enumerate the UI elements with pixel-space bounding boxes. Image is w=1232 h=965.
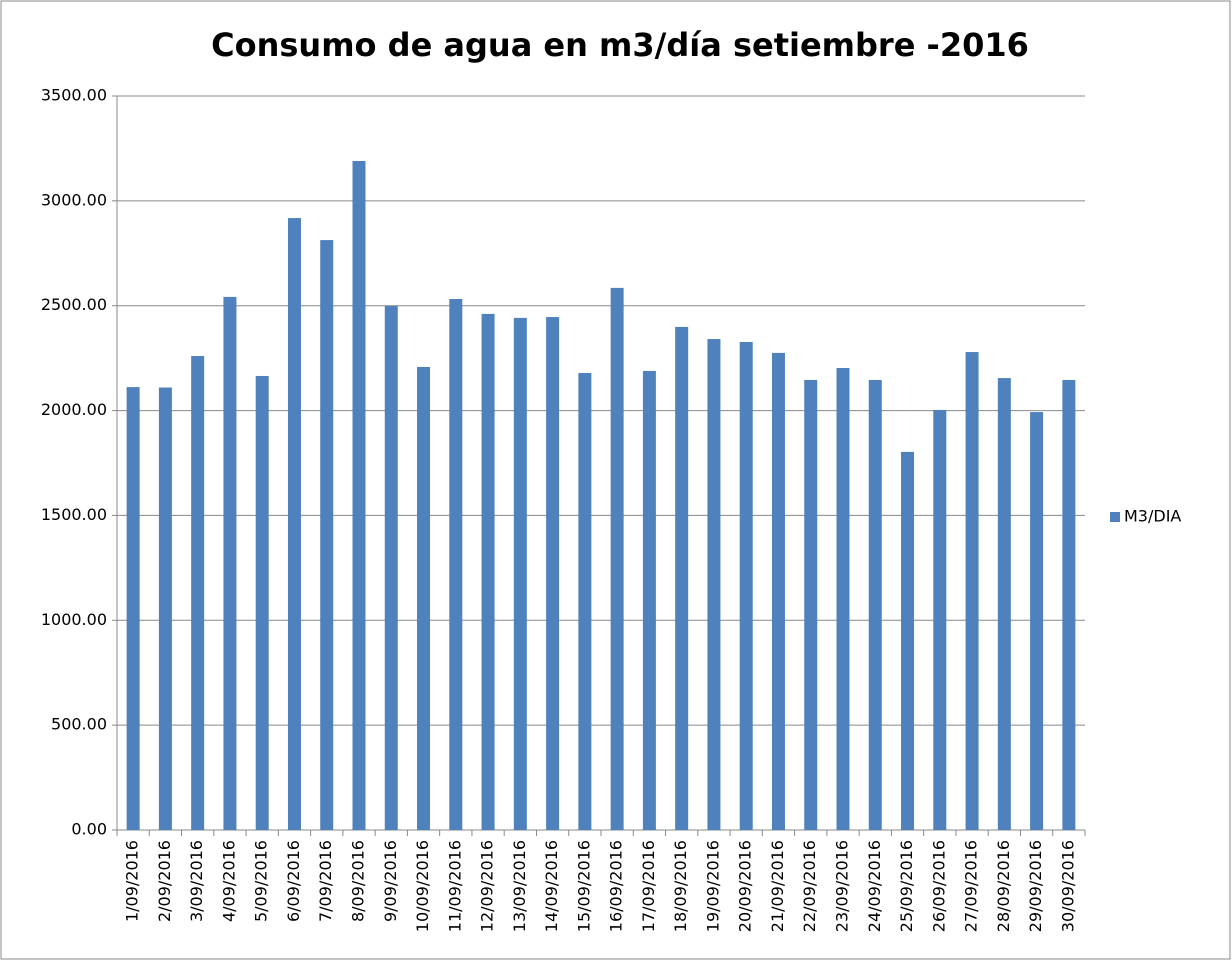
x-tick-label: 26/09/2016 bbox=[929, 840, 948, 932]
bar bbox=[804, 379, 818, 830]
bar bbox=[901, 451, 915, 830]
bar bbox=[513, 317, 527, 831]
bar bbox=[546, 317, 560, 831]
y-tick-label: 1000.00 bbox=[41, 610, 107, 629]
x-tick-label: 6/09/2016 bbox=[284, 840, 303, 922]
legend-label: M3/DIA bbox=[1124, 507, 1181, 526]
x-tick-label: 23/09/2016 bbox=[833, 840, 852, 932]
legend-swatch bbox=[1110, 512, 1120, 522]
bar bbox=[739, 341, 753, 830]
bar bbox=[191, 356, 205, 830]
bar bbox=[642, 370, 656, 830]
y-tick-label: 500.00 bbox=[51, 715, 107, 734]
x-tick-label: 14/09/2016 bbox=[542, 840, 561, 932]
bar bbox=[384, 305, 398, 830]
x-tick-label: 28/09/2016 bbox=[994, 840, 1013, 932]
bar bbox=[675, 326, 689, 830]
x-tick-label: 8/09/2016 bbox=[349, 840, 368, 922]
chart-title: Consumo de agua en m3/día setiembre -201… bbox=[211, 26, 1029, 64]
x-tick-label: 20/09/2016 bbox=[736, 840, 755, 932]
bar bbox=[1062, 379, 1076, 830]
bar bbox=[707, 339, 721, 830]
bar bbox=[836, 367, 850, 830]
x-tick-label: 1/09/2016 bbox=[123, 840, 142, 922]
bar bbox=[965, 352, 979, 830]
bar bbox=[997, 378, 1011, 830]
bar bbox=[449, 299, 463, 830]
x-tick-label: 18/09/2016 bbox=[671, 840, 690, 932]
x-tick-label: 19/09/2016 bbox=[703, 840, 722, 932]
x-tick-label: 3/09/2016 bbox=[187, 840, 206, 922]
bar bbox=[771, 352, 785, 830]
x-tick-label: 12/09/2016 bbox=[478, 840, 497, 932]
bar bbox=[255, 375, 269, 830]
y-tick-label: 3500.00 bbox=[41, 86, 107, 105]
bar bbox=[417, 366, 431, 830]
x-tick-label: 16/09/2016 bbox=[607, 840, 626, 932]
x-tick-label: 30/09/2016 bbox=[1058, 840, 1077, 932]
bar bbox=[158, 387, 172, 830]
bar bbox=[287, 218, 301, 830]
x-tick-label: 15/09/2016 bbox=[574, 840, 593, 932]
bar bbox=[610, 287, 624, 831]
x-tick-label: 27/09/2016 bbox=[962, 840, 981, 932]
x-tick-label: 4/09/2016 bbox=[219, 840, 238, 922]
x-tick-label: 10/09/2016 bbox=[413, 840, 432, 932]
x-tick-label: 2/09/2016 bbox=[155, 840, 174, 922]
x-tick-label: 29/09/2016 bbox=[1026, 840, 1045, 932]
x-tick-label: 9/09/2016 bbox=[381, 840, 400, 922]
y-tick-label: 2500.00 bbox=[41, 295, 107, 314]
x-tick-label: 21/09/2016 bbox=[768, 840, 787, 932]
bar bbox=[126, 387, 140, 830]
x-tick-label: 11/09/2016 bbox=[445, 840, 464, 932]
x-tick-label: 17/09/2016 bbox=[639, 840, 658, 932]
y-tick-label: 1500.00 bbox=[41, 505, 107, 524]
x-tick-label: 5/09/2016 bbox=[252, 840, 271, 922]
x-tick-label: 7/09/2016 bbox=[316, 840, 335, 922]
bar bbox=[578, 373, 592, 830]
y-tick-label: 2000.00 bbox=[41, 400, 107, 419]
x-tick-label: 25/09/2016 bbox=[897, 840, 916, 932]
x-tick-label: 24/09/2016 bbox=[865, 840, 884, 932]
bar bbox=[933, 409, 947, 830]
bar bbox=[352, 161, 366, 831]
y-tick-label: 0.00 bbox=[71, 820, 107, 839]
bar bbox=[223, 296, 237, 831]
x-tick-label: 13/09/2016 bbox=[510, 840, 529, 932]
x-tick-label: 22/09/2016 bbox=[800, 840, 819, 932]
bar bbox=[481, 313, 495, 830]
y-tick-label: 3000.00 bbox=[41, 190, 107, 209]
bar bbox=[320, 240, 334, 830]
bar bbox=[868, 379, 882, 830]
bar bbox=[1030, 412, 1044, 830]
